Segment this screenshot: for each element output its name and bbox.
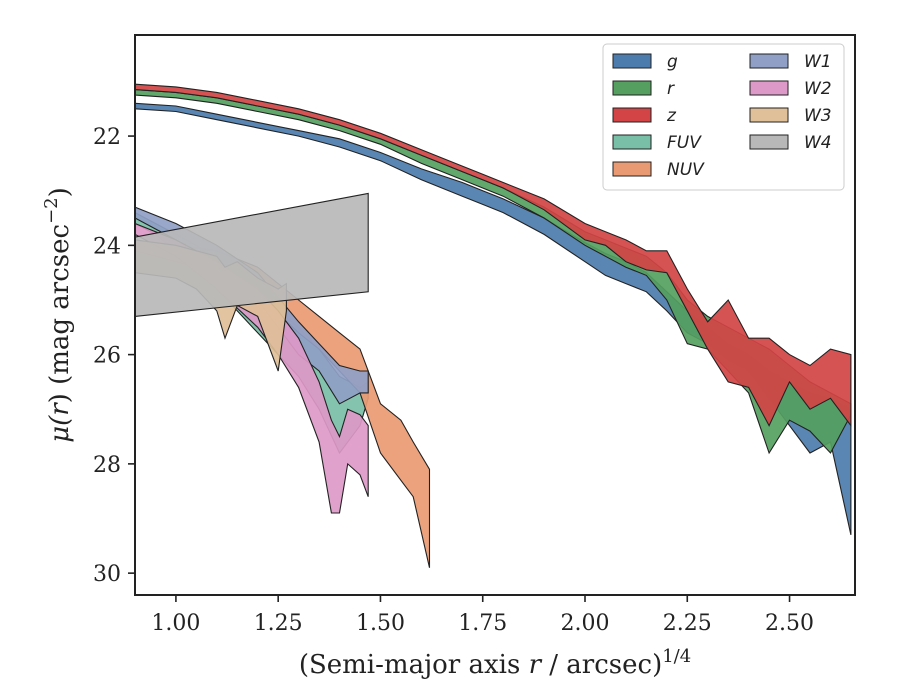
- legend-swatch-fuv: [612, 134, 652, 150]
- y-tick-label: 30: [93, 562, 121, 587]
- legend-swatch-z: [612, 107, 652, 123]
- legend-swatch-w1: [749, 53, 789, 69]
- legend-swatch-r: [612, 80, 652, 96]
- x-axis: 1.00 1.25 1.50 1.75 2.00 2.25 2.50: [151, 595, 814, 636]
- y-axis-label-suffix: ) (mag arcsec: [45, 224, 75, 403]
- x-tick-label: 1.50: [356, 611, 405, 636]
- x-axis-label-prefix: (Semi-major axis: [299, 650, 529, 680]
- y-tick-label: 24: [93, 234, 121, 259]
- legend-swatch-w2: [749, 80, 789, 96]
- y-axis-label: μ(r) (mag arcsec−2): [41, 187, 75, 443]
- x-axis-label-suffix: / arcsec): [541, 650, 662, 680]
- series-areas: [135, 83, 852, 568]
- x-tick-label: 2.50: [765, 611, 814, 636]
- x-tick-label: 1.25: [254, 611, 303, 636]
- y-tick-label: 26: [93, 344, 121, 369]
- legend-label-g: g: [667, 52, 678, 72]
- legend-swatch-w3: [749, 107, 789, 123]
- legend: grz FUV NUV W1 W2 W3 W4: [602, 43, 845, 191]
- y-axis-label-close: ): [45, 187, 75, 197]
- legend-label-w1: W1: [804, 52, 832, 72]
- y-axis-label-exponent: −2: [41, 197, 62, 224]
- x-axis-label-var: r: [529, 650, 543, 680]
- y-axis-label-var: r: [45, 402, 75, 416]
- legend-label-nuv: NUV: [667, 160, 705, 180]
- x-tick-label: 1.00: [151, 611, 200, 636]
- x-axis-label-exponent: 1/4: [662, 646, 691, 667]
- legend-swatch-nuv: [612, 161, 652, 177]
- legend-label-fuv: FUV: [667, 133, 702, 153]
- legend-label-w4: W4: [804, 133, 832, 153]
- y-tick-label: 28: [93, 453, 121, 478]
- x-axis-label: (Semi-major axis r / arcsec)1/4: [299, 646, 691, 680]
- x-tick-label: 2.00: [561, 611, 610, 636]
- y-axis: 22 24 26 28 30: [93, 125, 135, 587]
- legend-label-z: z: [666, 106, 677, 126]
- legend-label-r: r: [667, 79, 675, 99]
- legend-label-w2: W2: [804, 79, 832, 99]
- series-area-g: [135, 102, 852, 536]
- y-tick-label: 22: [93, 125, 121, 150]
- y-axis-label-prefix: μ(: [45, 415, 75, 443]
- series-area-z: [135, 83, 852, 428]
- legend-swatch-w4: [749, 134, 789, 150]
- series-area-w4: [135, 192, 369, 317]
- x-tick-label: 2.25: [663, 611, 712, 636]
- plot-frame: [134, 34, 856, 596]
- x-tick-label: 1.75: [458, 611, 507, 636]
- legend-label-w3: W3: [804, 106, 832, 126]
- legend-swatch-g: [612, 53, 652, 69]
